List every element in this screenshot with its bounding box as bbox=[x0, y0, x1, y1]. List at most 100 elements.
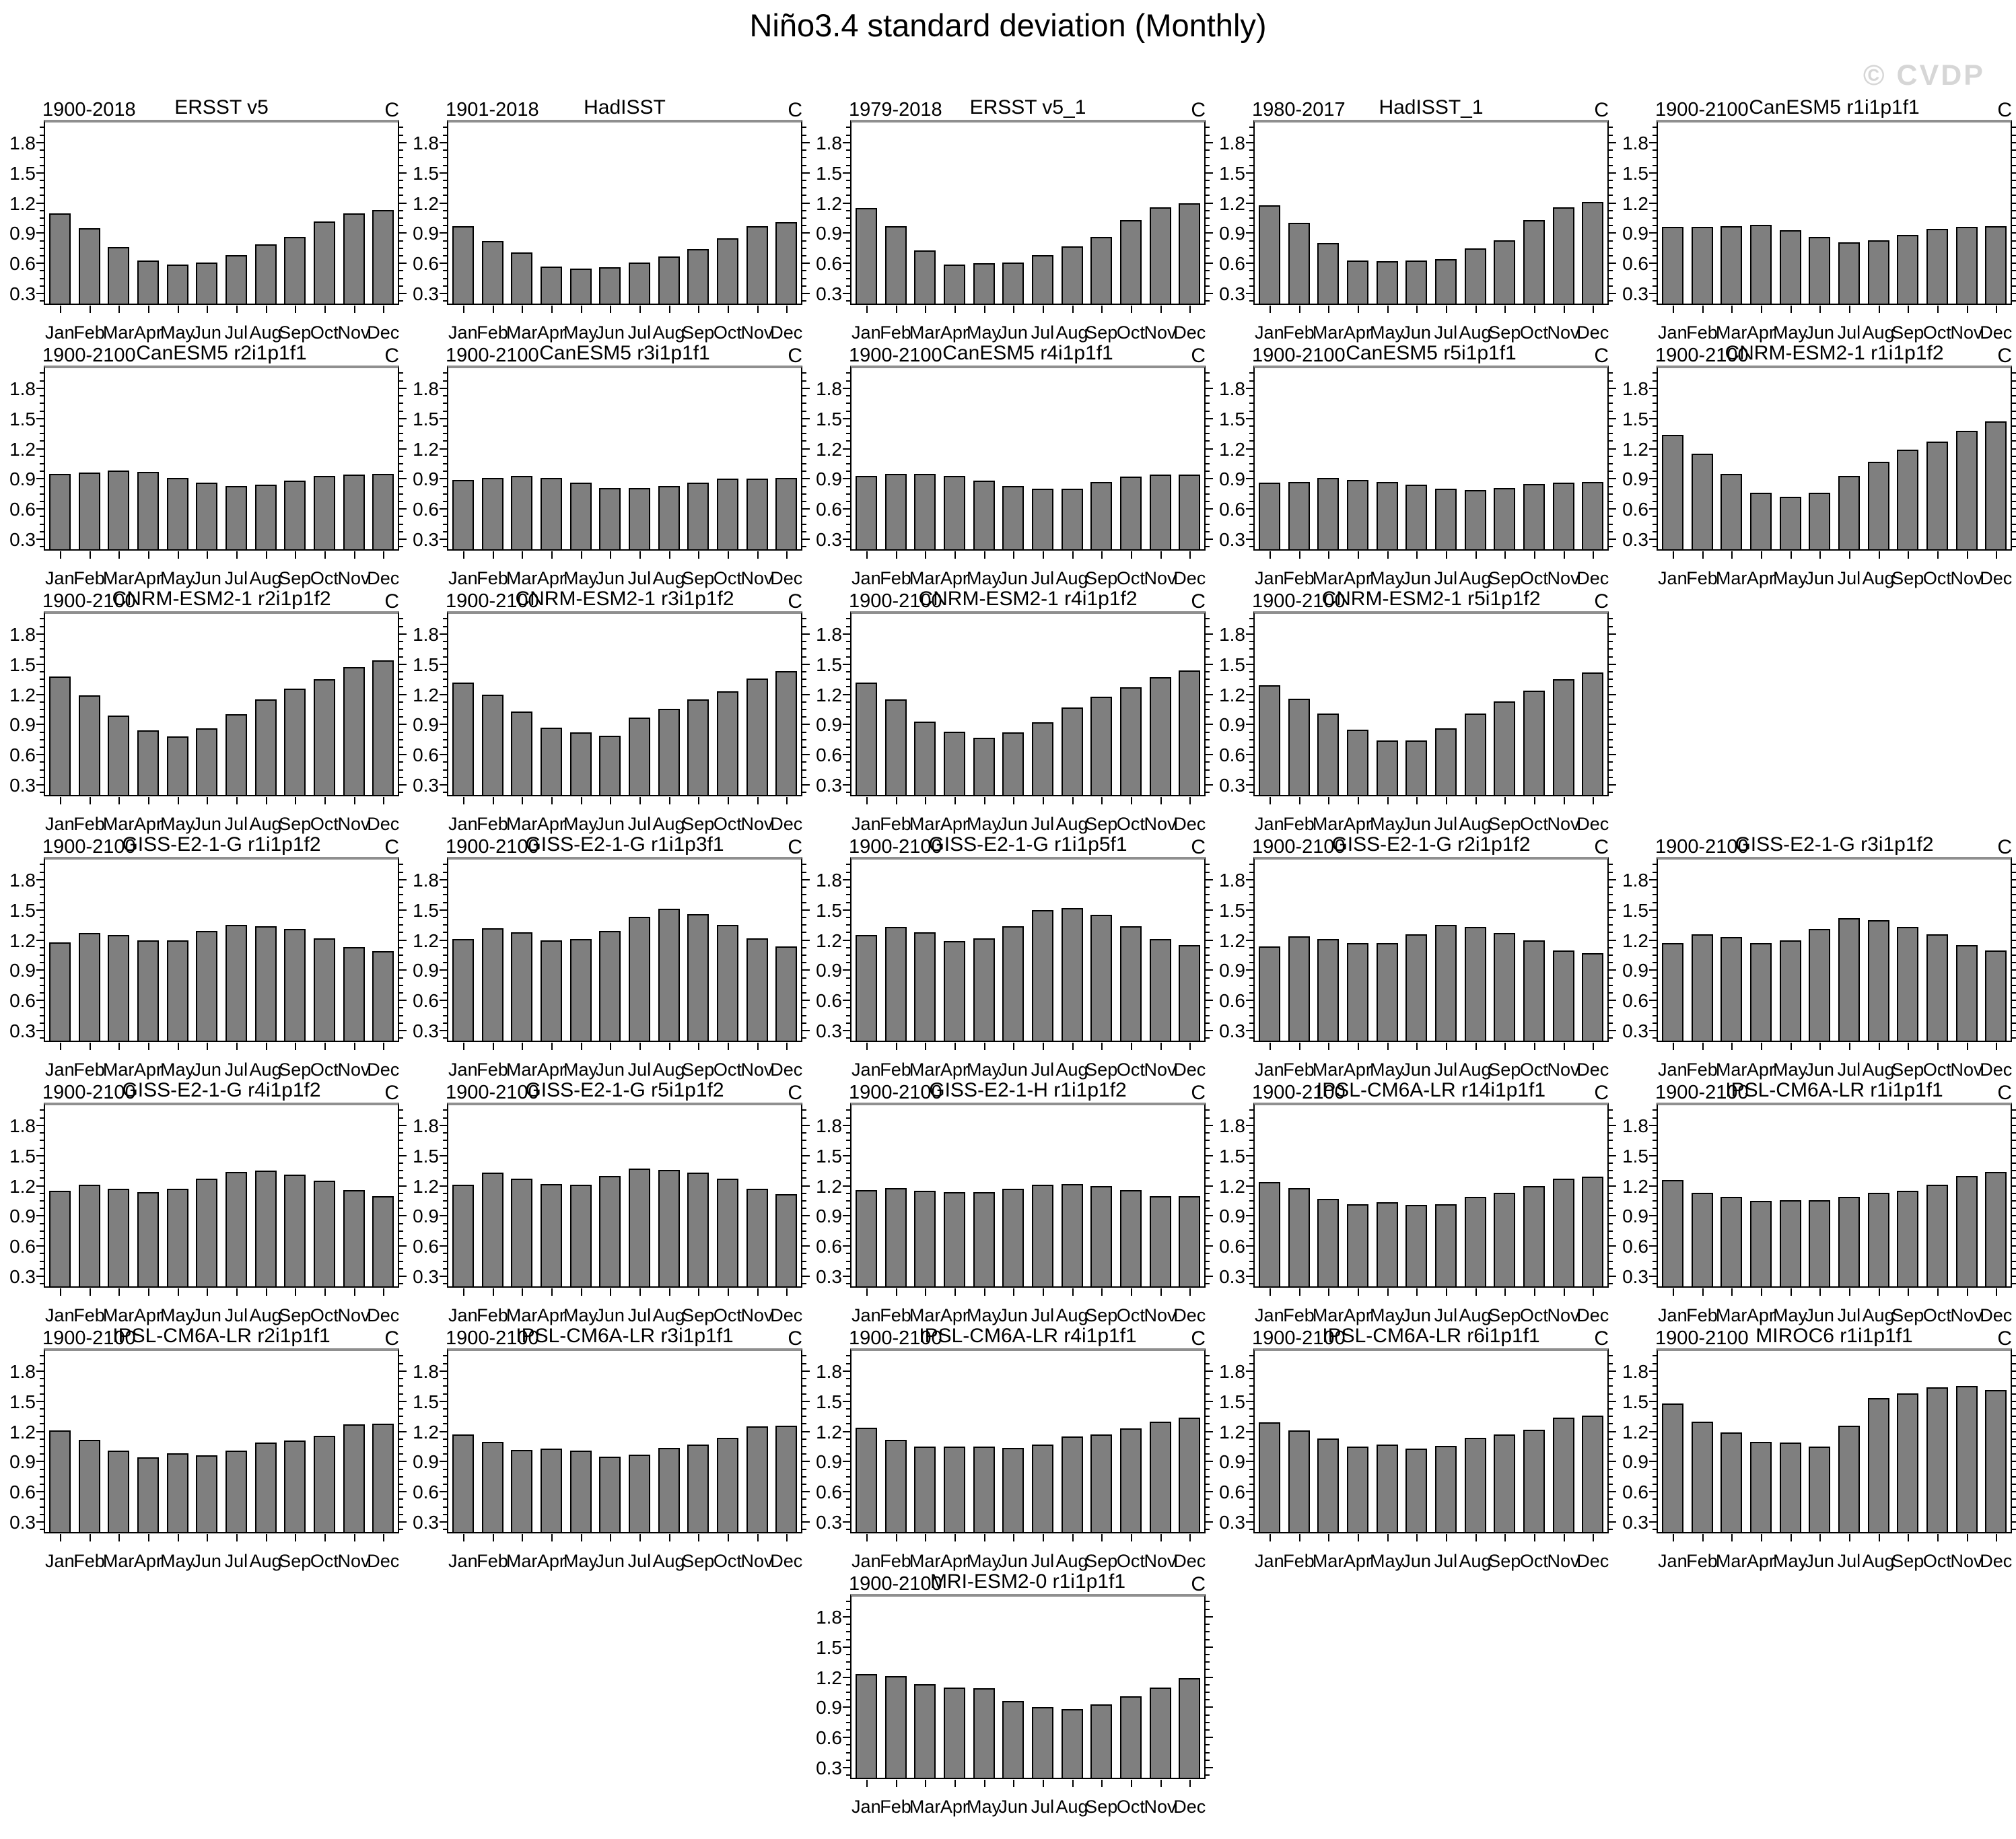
month-label: Apr bbox=[536, 1551, 565, 1571]
bar-slot: Mar bbox=[506, 860, 537, 1080]
x-tick bbox=[295, 1534, 297, 1541]
y-minor-tick bbox=[40, 255, 44, 257]
bar bbox=[137, 1191, 159, 1286]
bar-slot: Nov bbox=[1144, 123, 1177, 343]
plot-area: 0.3 0.6 0.9 1.2 1.5 1.8 Jan Feb Mar Apr May Jun Jul A… bbox=[9, 857, 407, 1080]
y-tick-label: 0.6 bbox=[816, 253, 842, 275]
bar-slot: Nov bbox=[1548, 123, 1580, 343]
unit-label: C bbox=[384, 345, 399, 367]
x-tick bbox=[118, 1534, 120, 1541]
bar-slot: Nov bbox=[338, 123, 370, 343]
y-minor-tick bbox=[846, 641, 850, 643]
month-label: Oct bbox=[1519, 1551, 1548, 1571]
bar bbox=[1661, 1179, 1683, 1286]
y-tick-label: 0.3 bbox=[9, 1266, 36, 1288]
chart-panel: 1900-2100 IPSL-CM6A-LR r3i1p1f1 C 0.3 0.6 0.9… bbox=[403, 1321, 810, 1571]
y-minor-tick bbox=[1249, 701, 1253, 703]
bar-slot: Jul bbox=[1834, 123, 1864, 343]
y-minor-tick bbox=[2012, 157, 2016, 159]
month-label: Mar bbox=[506, 568, 538, 588]
y-minor-tick bbox=[2012, 1238, 2016, 1240]
unit-label: C bbox=[1191, 836, 1206, 858]
y-minor-tick bbox=[40, 127, 44, 129]
plot-area: 0.3 0.6 0.9 1.2 1.5 1.8 Jan Feb Mar Apr May Jun Jul A… bbox=[9, 1348, 407, 1571]
month-label: Jun bbox=[1805, 1551, 1834, 1571]
bar-slot: Aug bbox=[653, 860, 685, 1080]
x-tick bbox=[1966, 1288, 1968, 1296]
x-tick bbox=[1504, 1043, 1506, 1050]
y-tick-label: 0.3 bbox=[1219, 1020, 1245, 1042]
bar bbox=[1867, 1193, 1889, 1286]
y-minor-tick bbox=[40, 1529, 44, 1531]
y-major-tick bbox=[843, 1676, 850, 1678]
y-minor-tick bbox=[1609, 708, 1613, 710]
y-minor-tick bbox=[802, 164, 806, 166]
bar bbox=[569, 732, 592, 795]
bar bbox=[1661, 943, 1683, 1041]
unit-label: C bbox=[1191, 345, 1206, 367]
y-minor-tick bbox=[1653, 164, 1657, 166]
y-minor-tick bbox=[40, 769, 44, 771]
bar bbox=[973, 263, 995, 304]
x-tick bbox=[295, 1288, 297, 1296]
unit-label: C bbox=[1191, 1573, 1206, 1595]
bar bbox=[108, 247, 130, 304]
y-minor-tick bbox=[1249, 954, 1253, 956]
y-minor-tick bbox=[1653, 992, 1657, 994]
y-minor-tick bbox=[1249, 270, 1253, 272]
x-tick bbox=[1790, 1043, 1792, 1050]
y-minor-tick bbox=[40, 1423, 44, 1425]
y-major-tick bbox=[1246, 1030, 1253, 1032]
bar-slot: Feb bbox=[880, 1351, 911, 1571]
x-tick bbox=[1819, 1288, 1821, 1296]
y-minor-tick bbox=[1249, 164, 1253, 166]
bar-slot: Sep bbox=[682, 1105, 714, 1325]
x-tick bbox=[1357, 797, 1359, 804]
y-minor-tick bbox=[40, 300, 44, 302]
bar bbox=[884, 1187, 907, 1286]
y-minor-tick bbox=[1249, 403, 1253, 405]
x-tick bbox=[492, 551, 494, 559]
y-major-tick bbox=[36, 724, 44, 726]
unit-label: C bbox=[1997, 1082, 2012, 1104]
month-label: Aug bbox=[1862, 322, 1895, 343]
y-tick-label: 1.2 bbox=[9, 930, 36, 951]
y-minor-tick bbox=[443, 546, 447, 548]
y-tick-label: 0.9 bbox=[9, 1206, 36, 1227]
y-tick-label: 1.5 bbox=[816, 408, 842, 429]
bar bbox=[284, 929, 306, 1041]
y-tick-label: 0.3 bbox=[1219, 529, 1245, 551]
x-tick bbox=[1819, 1534, 1821, 1541]
y-minor-tick bbox=[1653, 916, 1657, 918]
y-minor-tick bbox=[443, 149, 447, 151]
y-minor-tick bbox=[1653, 1230, 1657, 1232]
y-minor-tick bbox=[1609, 372, 1613, 374]
y-tick-label: 1.2 bbox=[816, 684, 842, 705]
x-tick bbox=[1760, 306, 1762, 313]
y-major-tick bbox=[36, 909, 44, 911]
y-major-tick bbox=[36, 1030, 44, 1032]
y-minor-tick bbox=[846, 932, 850, 934]
y-minor-tick bbox=[399, 179, 403, 181]
y-tick-label: 0.3 bbox=[1219, 283, 1245, 305]
bar bbox=[1002, 262, 1024, 304]
bar-slot: Feb bbox=[73, 1105, 105, 1325]
x-tick bbox=[639, 1534, 641, 1541]
plot-area: 0.3 0.6 0.9 1.2 1.5 1.8 Jan Feb Mar Apr May Jun Jul A… bbox=[9, 1103, 407, 1325]
bar-slots: Jan Feb Mar Apr May Jun Jul Aug Sep Oct Nov Dec bbox=[448, 123, 802, 343]
y-minor-tick bbox=[443, 410, 447, 412]
bar bbox=[1090, 237, 1113, 304]
y-minor-tick bbox=[1249, 425, 1253, 427]
y-minor-tick bbox=[2012, 887, 2016, 889]
y-minor-tick bbox=[40, 962, 44, 964]
y-minor-tick bbox=[1609, 523, 1613, 525]
y-minor-tick bbox=[443, 1192, 447, 1194]
y-major-tick bbox=[440, 232, 447, 234]
y-minor-tick bbox=[399, 471, 403, 473]
bar-slot: May bbox=[967, 1105, 1001, 1325]
bar-slot: Jul bbox=[1431, 1351, 1461, 1571]
y-minor-tick bbox=[846, 195, 850, 197]
y-tick-label: 1.5 bbox=[9, 899, 36, 921]
panel-title: CanESM5 r2i1p1f1 bbox=[136, 342, 307, 364]
bar-slot: Apr bbox=[940, 1105, 969, 1325]
